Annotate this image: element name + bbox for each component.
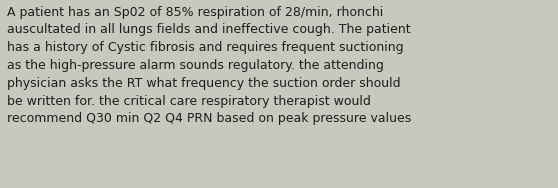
- Text: A patient has an Sp02 of 85% respiration of 28/min, rhonchi
auscultated in all l: A patient has an Sp02 of 85% respiration…: [7, 6, 411, 125]
